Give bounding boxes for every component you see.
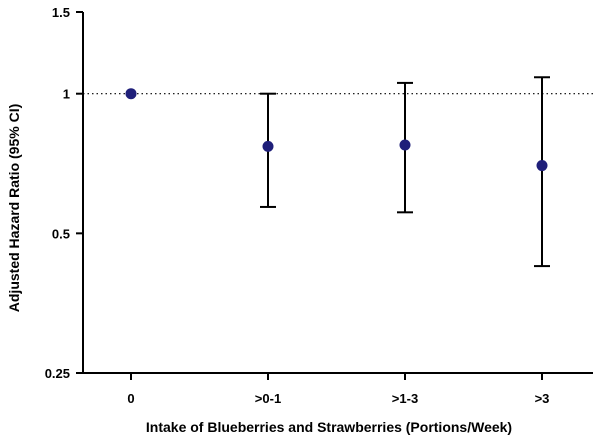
data-point <box>125 88 137 100</box>
y-tick-label: 0.5 <box>52 226 70 241</box>
x-axis-title: Intake of Blueberries and Strawberries (… <box>146 419 512 435</box>
tick-group: 0.25 0.5 1 1.5 0 >0-1 >1-3 >3 <box>45 5 550 406</box>
x-tick-label: >3 <box>535 391 550 406</box>
data-point <box>399 139 411 151</box>
x-tick-label: >1-3 <box>392 391 418 406</box>
y-tick-label: 1 <box>63 87 70 102</box>
point-group <box>125 88 548 172</box>
y-axis-title: Adjusted Hazard Ratio (95% CI) <box>6 104 22 312</box>
y-tick-label: 1.5 <box>52 5 70 20</box>
x-tick-label: >0-1 <box>255 391 281 406</box>
error-bar-group <box>260 76 550 268</box>
y-tick-label: 0.25 <box>45 366 70 381</box>
x-tick-label: 0 <box>127 391 134 406</box>
data-point <box>536 160 548 172</box>
data-point <box>262 140 274 152</box>
axes <box>82 12 593 374</box>
